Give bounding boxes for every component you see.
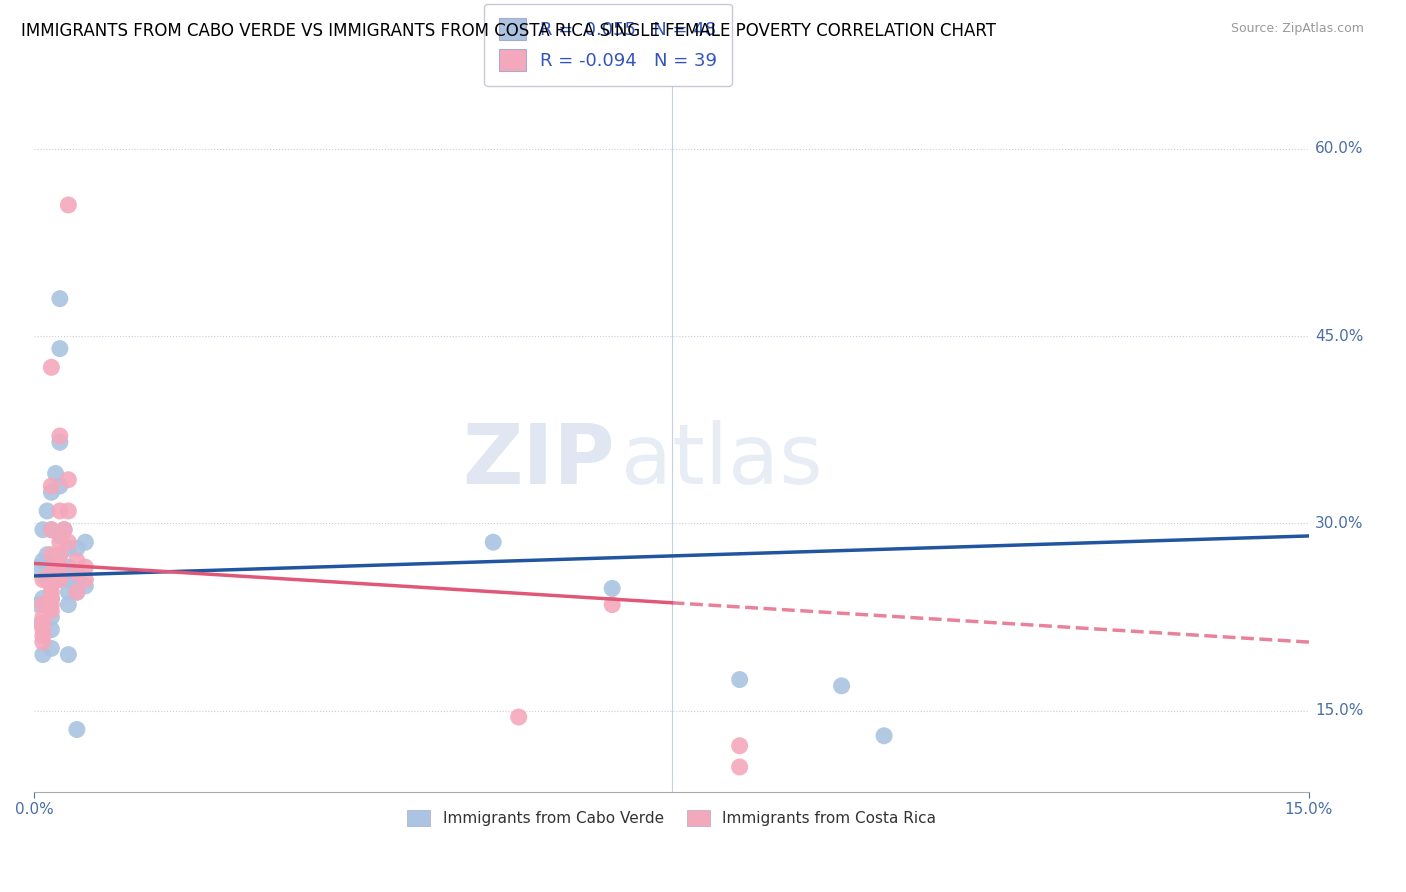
Point [49, 292, 72, 306]
Point [31, 629, 53, 643]
Point [58, 648, 80, 662]
Point [31, 598, 53, 612]
Point [49, 573, 72, 587]
Point [58, 473, 80, 487]
Point [41, 557, 63, 571]
Point [31, 523, 53, 537]
Point [49, 566, 72, 581]
Point [41, 573, 63, 587]
Point [66, 585, 89, 599]
Text: Source: ZipAtlas.com: Source: ZipAtlas.com [1230, 22, 1364, 36]
Point [58, 566, 80, 581]
Point [49, 560, 72, 574]
Point [58, 198, 80, 212]
Point [41, 573, 63, 587]
Point [41, 479, 63, 493]
Text: 15.0%: 15.0% [1315, 703, 1364, 718]
Point [58, 535, 80, 549]
Point [49, 479, 72, 493]
Point [49, 504, 72, 518]
Point [31, 610, 53, 624]
Point [58, 560, 80, 574]
Point [49, 548, 72, 562]
Point [41, 566, 63, 581]
Point [41, 523, 63, 537]
Point [41, 591, 63, 606]
Text: 45.0%: 45.0% [1315, 328, 1364, 343]
Point [49, 529, 72, 543]
Point [49, 573, 72, 587]
Point [49, 435, 72, 450]
Point [66, 541, 89, 556]
Point [53, 523, 76, 537]
Point [31, 591, 53, 606]
Point [728, 739, 751, 753]
Point [41, 610, 63, 624]
Point [482, 535, 505, 549]
Point [728, 760, 751, 774]
Point [66, 723, 89, 737]
Point [873, 729, 896, 743]
Text: ZIP: ZIP [461, 420, 614, 500]
Point [37, 573, 59, 587]
Point [41, 548, 63, 562]
Point [27, 560, 49, 574]
Point [41, 523, 63, 537]
Point [75, 535, 97, 549]
Point [37, 504, 59, 518]
Point [41, 591, 63, 606]
Point [58, 541, 80, 556]
Point [66, 566, 89, 581]
Text: 60.0%: 60.0% [1315, 141, 1364, 156]
Point [66, 566, 89, 581]
Point [58, 573, 80, 587]
Point [600, 582, 623, 596]
Point [41, 598, 63, 612]
Text: atlas: atlas [620, 420, 823, 500]
Point [58, 598, 80, 612]
Legend: Immigrants from Cabo Verde, Immigrants from Costa Rica: Immigrants from Cabo Verde, Immigrants f… [399, 803, 943, 834]
Point [41, 485, 63, 500]
Point [66, 573, 89, 587]
Point [41, 623, 63, 637]
Point [49, 569, 72, 583]
Text: 30.0%: 30.0% [1315, 516, 1364, 531]
Point [31, 573, 53, 587]
Point [41, 585, 63, 599]
Point [41, 360, 63, 375]
Point [41, 641, 63, 656]
Point [75, 560, 97, 574]
Point [27, 598, 49, 612]
Point [45, 467, 67, 481]
Point [58, 585, 80, 599]
Point [66, 554, 89, 568]
Point [37, 548, 59, 562]
Point [49, 548, 72, 562]
Point [66, 585, 89, 599]
Point [53, 523, 76, 537]
Point [31, 648, 53, 662]
Point [31, 635, 53, 649]
Point [600, 598, 623, 612]
Point [41, 604, 63, 618]
Point [31, 616, 53, 631]
Point [31, 623, 53, 637]
Point [49, 535, 72, 549]
Point [49, 429, 72, 443]
Point [58, 504, 80, 518]
Point [75, 573, 97, 587]
Point [30, 616, 52, 631]
Point [49, 342, 72, 356]
Point [49, 560, 72, 574]
Point [508, 710, 530, 724]
Point [831, 679, 853, 693]
Point [75, 579, 97, 593]
Point [31, 554, 53, 568]
Point [728, 673, 751, 687]
Text: IMMIGRANTS FROM CABO VERDE VS IMMIGRANTS FROM COSTA RICA SINGLE FEMALE POVERTY C: IMMIGRANTS FROM CABO VERDE VS IMMIGRANTS… [21, 22, 995, 40]
Point [41, 579, 63, 593]
